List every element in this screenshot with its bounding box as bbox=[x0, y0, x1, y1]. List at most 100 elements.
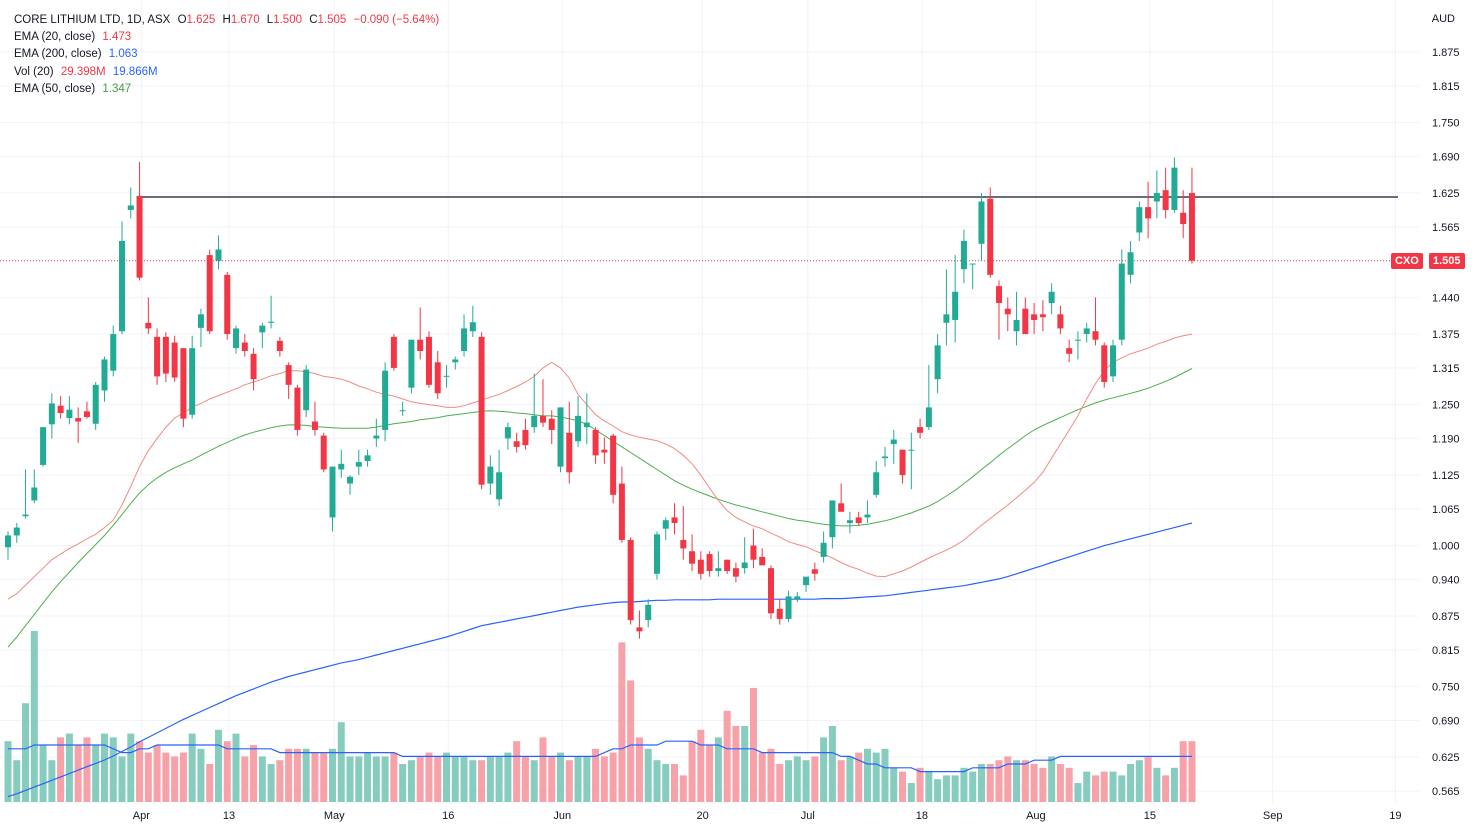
volume-bar bbox=[776, 764, 784, 802]
candle-body bbox=[1074, 339, 1081, 341]
candle bbox=[1153, 170, 1160, 219]
candle-body bbox=[1013, 319, 1020, 332]
candle-body bbox=[22, 514, 29, 517]
candle bbox=[197, 308, 204, 348]
candle-body bbox=[224, 274, 231, 335]
candle-body bbox=[233, 328, 240, 349]
candle bbox=[1031, 303, 1038, 335]
candle-body bbox=[715, 568, 722, 571]
candle bbox=[987, 187, 994, 278]
volume-value: 29.398M bbox=[60, 65, 106, 78]
candle bbox=[776, 599, 783, 625]
volume-bar bbox=[820, 737, 828, 802]
volume-bar bbox=[1188, 741, 1196, 802]
legend-ema200[interactable]: EMA (200, close) 1.063 bbox=[14, 46, 443, 63]
candle bbox=[1083, 322, 1090, 343]
candle bbox=[469, 305, 476, 337]
candle bbox=[566, 401, 573, 484]
y-tick-label: 0.940 bbox=[1432, 574, 1460, 586]
legend-ema20[interactable]: EMA (20, close) 1.473 bbox=[14, 29, 443, 46]
candle bbox=[1118, 249, 1125, 346]
volume-bar bbox=[92, 745, 100, 802]
candle bbox=[996, 280, 1003, 340]
volume-bar bbox=[942, 775, 950, 802]
volume-bar bbox=[197, 748, 205, 802]
candle bbox=[706, 551, 713, 577]
candle-body bbox=[382, 370, 389, 430]
candle bbox=[1171, 157, 1178, 213]
candle bbox=[1180, 190, 1187, 239]
candle bbox=[320, 432, 327, 473]
candle bbox=[487, 455, 494, 495]
volume-bar bbox=[206, 764, 214, 802]
candle bbox=[268, 295, 275, 329]
volume-bar bbox=[162, 752, 170, 802]
volume-bar bbox=[1179, 741, 1187, 802]
volume-bar bbox=[969, 771, 977, 802]
volume-bars bbox=[4, 631, 1196, 802]
candle-body bbox=[952, 291, 959, 320]
candle-body bbox=[303, 369, 310, 411]
volume-bar bbox=[118, 756, 126, 802]
candle-body bbox=[478, 336, 485, 485]
candle-body bbox=[653, 534, 660, 574]
x-tick-label: 18 bbox=[916, 810, 928, 822]
candle bbox=[373, 418, 380, 447]
candle-body bbox=[294, 387, 301, 430]
candle-body bbox=[943, 314, 950, 323]
volume-bar bbox=[679, 775, 687, 802]
candle-body bbox=[180, 348, 187, 419]
volume-bar bbox=[1118, 775, 1126, 802]
y-tick-label: 0.625 bbox=[1432, 752, 1460, 764]
candle-body bbox=[1039, 314, 1046, 318]
volume-bar bbox=[986, 764, 994, 802]
candle-body bbox=[75, 418, 82, 422]
candle-body bbox=[803, 576, 810, 586]
y-axis: 1.8751.8151.7501.6901.6251.5651.5051.440… bbox=[1432, 47, 1460, 798]
candle-body bbox=[846, 520, 853, 524]
candle bbox=[294, 384, 301, 436]
candle bbox=[390, 334, 397, 371]
ohlc-high-label: H bbox=[222, 14, 231, 26]
candle-body bbox=[1180, 212, 1187, 225]
candle bbox=[452, 356, 459, 370]
volume-bar bbox=[732, 726, 740, 802]
ema20-line bbox=[7, 333, 1193, 600]
candle bbox=[127, 187, 134, 219]
candle bbox=[890, 429, 897, 464]
candle-body bbox=[776, 608, 783, 619]
legend-ema50[interactable]: EMA (50, close) 1.347 bbox=[14, 81, 443, 98]
volume-bar bbox=[355, 756, 363, 802]
legend-volume[interactable]: Vol (20) 29.398M 19.866M bbox=[14, 64, 443, 81]
volume-bar bbox=[504, 752, 512, 802]
candle bbox=[154, 328, 161, 385]
candle-body bbox=[522, 429, 529, 446]
candle-body bbox=[531, 415, 538, 428]
y-tick-label: 1.125 bbox=[1432, 470, 1460, 482]
x-tick-label: 20 bbox=[696, 810, 708, 822]
candle-body bbox=[1118, 263, 1125, 340]
candle-body bbox=[1031, 314, 1038, 320]
volume-bar bbox=[223, 741, 231, 802]
x-tick-label: Jun bbox=[553, 810, 571, 822]
candle bbox=[364, 449, 371, 467]
candle-body bbox=[443, 375, 450, 377]
candle bbox=[741, 537, 748, 574]
legend-symbol-row: CORE LITHIUM LTD, 1D, ASX O1.625 H1.670 … bbox=[14, 12, 443, 29]
candle bbox=[443, 365, 450, 388]
candle-body bbox=[338, 463, 345, 470]
volume-bar bbox=[346, 756, 354, 802]
candle-body bbox=[706, 554, 713, 571]
candle-body bbox=[268, 321, 275, 323]
candle bbox=[110, 325, 117, 377]
candle bbox=[136, 162, 143, 281]
volume-bar bbox=[302, 748, 310, 802]
candle-body bbox=[452, 359, 459, 363]
candle bbox=[347, 475, 354, 495]
candle-body bbox=[601, 449, 608, 453]
volume-bar bbox=[407, 760, 415, 802]
candle bbox=[382, 362, 389, 442]
candle bbox=[803, 576, 810, 592]
